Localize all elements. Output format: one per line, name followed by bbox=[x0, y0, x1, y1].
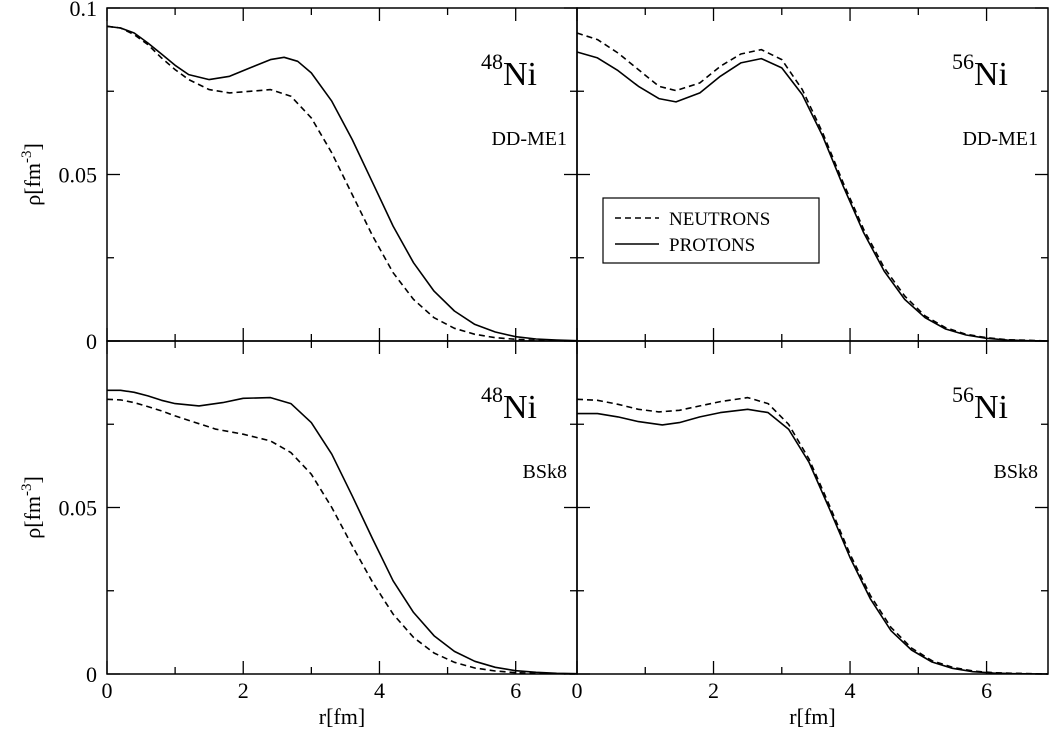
model-label: BSk8 bbox=[523, 461, 567, 483]
y-axis-title-base: ρ[fm bbox=[20, 163, 45, 206]
y-axis-title: ρ[fm-3] bbox=[19, 476, 45, 539]
y-axis-title-close: ] bbox=[20, 476, 45, 483]
x-tick-label: 0 bbox=[102, 678, 113, 703]
panel-top-left: 48Ni DD-ME1 0.1 0.05 0 ρ[fm-3] bbox=[19, 0, 578, 354]
element-symbol: Ni bbox=[974, 389, 1008, 426]
model-label: BSk8 bbox=[994, 461, 1038, 483]
legend-label: PROTONS bbox=[669, 235, 755, 256]
model-label: DD-ME1 bbox=[491, 128, 567, 150]
element-symbol: Ni bbox=[503, 389, 537, 426]
element-symbol: Ni bbox=[974, 56, 1008, 93]
y-axis-title: ρ[fm-3] bbox=[19, 143, 45, 206]
nucleus-label: 56Ni bbox=[952, 382, 1008, 426]
legend-label: NEUTRONS bbox=[669, 209, 770, 230]
x-tick-label: 2 bbox=[708, 678, 719, 703]
x-tick-label: 4 bbox=[374, 678, 385, 703]
y-tick-label: 0.05 bbox=[59, 163, 98, 188]
protons-line bbox=[107, 389, 578, 675]
y-tick-label: 0 bbox=[86, 329, 97, 354]
y-axis-title-exponent: -3 bbox=[19, 151, 35, 164]
nucleus-label: 56Ni bbox=[952, 49, 1008, 93]
mass-number: 48 bbox=[481, 382, 503, 407]
neutrons-line bbox=[106, 25, 578, 342]
legend: NEUTRONS PROTONS bbox=[602, 197, 820, 264]
nucleus-label: 48Ni bbox=[481, 49, 537, 93]
x-tick-label: 6 bbox=[510, 678, 521, 703]
model-label: DD-ME1 bbox=[962, 128, 1038, 150]
x-tick-label: 4 bbox=[845, 678, 856, 703]
nucleus-label: 48Ni bbox=[481, 382, 537, 426]
y-tick-label: 0.1 bbox=[70, 0, 98, 21]
x-axis-title: r[fm] bbox=[319, 704, 365, 729]
mass-number: 56 bbox=[952, 382, 974, 407]
panel-top-right: 56Ni DD-ME1 NEUTRONS PROTONS bbox=[576, 7, 1049, 342]
x-axis-title: r[fm] bbox=[789, 704, 835, 729]
mass-number: 56 bbox=[952, 49, 974, 74]
y-tick-label: 0.05 bbox=[59, 496, 98, 521]
mass-number: 48 bbox=[481, 49, 503, 74]
x-tick-label: 2 bbox=[238, 678, 249, 703]
element-symbol: Ni bbox=[503, 56, 537, 93]
y-axis-title-close: ] bbox=[20, 143, 45, 150]
y-axis-title-base: ρ[fm bbox=[20, 496, 45, 539]
panel-bottom-right: 56Ni BSk8 0 2 4 6 r[fm] bbox=[572, 340, 1049, 729]
legend-box bbox=[602, 197, 820, 264]
panel-bottom-left: 48Ni BSk8 0 2 4 6 r[fm] 0.05 0 ρ[fm-3] bbox=[19, 340, 578, 729]
y-tick-label: 0 bbox=[86, 662, 97, 687]
neutrons-line bbox=[576, 396, 1049, 675]
protons-line bbox=[577, 408, 1049, 675]
x-tick-label: 6 bbox=[981, 678, 992, 703]
protons-line bbox=[106, 25, 578, 342]
x-tick-label: 0 bbox=[572, 678, 583, 703]
neutrons-line bbox=[106, 398, 578, 675]
y-axis-title-exponent: -3 bbox=[19, 484, 35, 497]
protons-line bbox=[576, 51, 1049, 342]
